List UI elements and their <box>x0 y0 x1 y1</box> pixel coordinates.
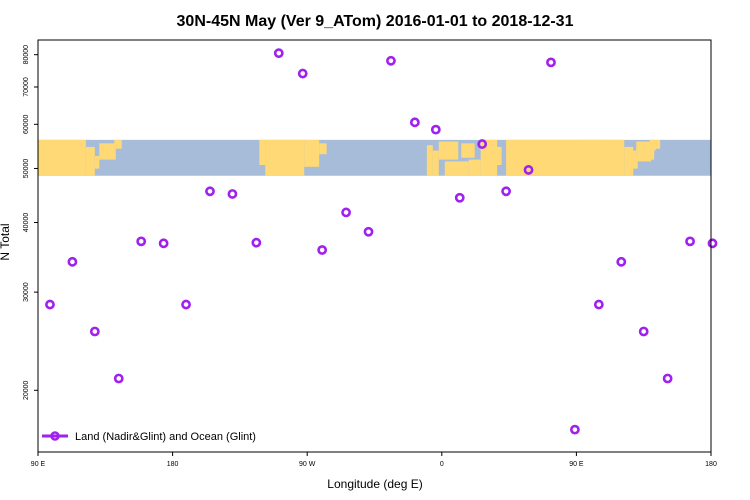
data-point <box>113 373 124 384</box>
x-axis-label: Longitude (deg E) <box>327 477 422 491</box>
y-axis-label: N Total <box>0 223 12 260</box>
data-point <box>67 256 78 267</box>
data-point <box>501 186 512 197</box>
land-shape <box>432 150 439 176</box>
land-shape <box>94 155 100 169</box>
land-shape <box>480 139 498 176</box>
land-shape <box>461 143 475 158</box>
data-point <box>662 373 673 384</box>
data-point <box>477 139 488 149</box>
data-point <box>409 117 420 128</box>
land-shape <box>319 143 327 155</box>
land-shape <box>468 159 481 176</box>
data-point <box>593 299 604 310</box>
data-point <box>341 207 351 218</box>
data-points <box>45 48 718 435</box>
data-point <box>638 326 649 337</box>
data-point <box>158 238 169 249</box>
land-shape <box>265 139 305 176</box>
plot-frame <box>37 39 712 453</box>
map-land <box>38 139 661 176</box>
data-point <box>317 245 328 255</box>
data-point <box>707 238 718 249</box>
data-point <box>136 236 147 247</box>
data-point <box>205 186 215 197</box>
data-point <box>546 57 556 68</box>
x-axis: 90 E 180 90 W 0 90 E 180 <box>31 452 717 468</box>
data-point <box>273 48 284 59</box>
y-axis: 20000 30000 40000 50000 60000 70000 80000 <box>23 45 38 400</box>
land-shape <box>576 139 625 176</box>
y-tick-label: 40000 <box>23 213 30 233</box>
land-shape <box>444 161 469 176</box>
data-point <box>251 237 262 248</box>
chart-title: 30N-45N May (Ver 9_ATom) 2016-01-01 to 2… <box>177 13 574 30</box>
data-point <box>297 68 308 79</box>
data-point <box>363 226 374 237</box>
land-shape <box>304 139 320 167</box>
x-tick-label: 0 <box>440 461 444 468</box>
data-point <box>616 256 627 267</box>
land-shape <box>426 145 433 176</box>
x-tick-label: 90 W <box>299 461 316 468</box>
y-tick-label: 70000 <box>23 77 30 97</box>
x-tick-label: 90 E <box>569 461 584 468</box>
x-tick-label: 180 <box>705 461 717 468</box>
land-shape <box>99 143 116 160</box>
data-point <box>523 165 534 175</box>
data-point <box>454 192 465 203</box>
y-tick-label: 60000 <box>23 114 30 134</box>
land-shape <box>624 146 634 176</box>
land-shape <box>114 139 122 149</box>
x-tick-label: 90 E <box>31 461 46 468</box>
land-shape <box>633 155 638 169</box>
land-shape <box>652 139 661 149</box>
y-tick-label: 30000 <box>23 282 30 302</box>
land-shape <box>259 139 266 166</box>
legend: Land (Nadir&Glint) and Ocean (Glint) <box>42 431 256 443</box>
x-tick-label: 180 <box>167 461 179 468</box>
y-tick-label: 80000 <box>23 45 30 65</box>
land-shape <box>438 141 459 160</box>
data-point <box>430 124 441 135</box>
data-point <box>89 326 100 337</box>
data-point <box>570 424 580 435</box>
data-point <box>386 55 396 66</box>
land-shape <box>85 146 95 176</box>
legend-marker <box>50 431 60 441</box>
map-band <box>38 139 711 176</box>
y-tick-label: 20000 <box>23 380 30 400</box>
data-point <box>227 189 238 199</box>
land-shape <box>494 146 502 166</box>
data-point <box>45 299 55 310</box>
y-tick-label: 50000 <box>23 159 30 179</box>
land-shape <box>637 143 655 160</box>
legend-entry: Land (Nadir&Glint) and Ocean (Glint) <box>75 431 256 443</box>
data-point <box>685 236 695 247</box>
data-point <box>181 299 191 310</box>
land-shape <box>38 139 86 176</box>
